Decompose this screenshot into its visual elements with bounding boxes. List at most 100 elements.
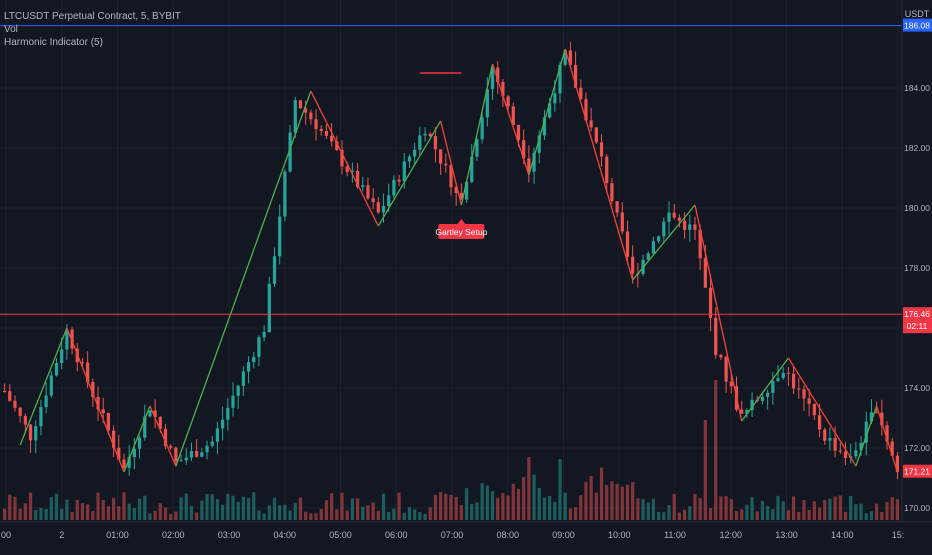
- candle-body: [127, 456, 131, 468]
- volume-bar: [527, 457, 531, 520]
- volume-bar: [158, 503, 162, 520]
- volume-bar: [594, 492, 598, 520]
- candle-body: [397, 179, 401, 182]
- volume-bar: [563, 492, 567, 520]
- candle-body: [262, 332, 266, 338]
- volume-bar: [75, 499, 79, 520]
- candle-body: [86, 362, 90, 383]
- volume-bar: [174, 511, 178, 520]
- volume-bar: [231, 495, 235, 520]
- candle-body: [771, 381, 775, 393]
- volume-bar: [392, 508, 396, 520]
- zigzag-segment: [310, 90, 379, 227]
- volume-bar: [490, 491, 495, 520]
- candle-body: [895, 455, 900, 473]
- candle-body: [60, 349, 64, 364]
- volume-bar: [615, 483, 619, 520]
- volume-bar: [439, 492, 443, 520]
- volume-bar: [101, 499, 105, 520]
- volume-bar: [485, 485, 489, 520]
- candle-body: [766, 392, 770, 397]
- candle-body: [470, 156, 474, 182]
- candle-body: [272, 256, 277, 284]
- candle-body: [2, 391, 7, 392]
- zigzag-segment: [149, 405, 177, 467]
- volume-bar: [677, 512, 682, 520]
- volume-bar: [797, 511, 801, 520]
- symbol-title[interactable]: LTCUSDT Perpetual Contract, 5, BYBIT: [4, 11, 181, 22]
- zigzag-segment: [491, 63, 530, 176]
- candle-body: [246, 362, 251, 372]
- candle-body: [501, 82, 505, 97]
- candle-body: [314, 119, 318, 130]
- volume-bar: [272, 497, 277, 520]
- volume-bar: [760, 500, 765, 520]
- time-tick-label: 15:: [892, 530, 905, 540]
- candle-body: [39, 407, 43, 427]
- harmonic-indicator-label[interactable]: Harmonic Indicator (5): [4, 37, 103, 48]
- candle-body: [132, 448, 136, 457]
- time-tick-label: 03:00: [218, 530, 241, 540]
- candle-body: [828, 437, 832, 441]
- volume-bar: [532, 474, 536, 520]
- volume-bar: [480, 483, 484, 520]
- candle-body: [688, 224, 692, 230]
- price-badge-label: 171.21: [904, 467, 930, 477]
- candle-body: [241, 371, 245, 386]
- volume-bar: [163, 507, 168, 520]
- volume-bar: [324, 500, 329, 520]
- volume-bar: [579, 495, 583, 520]
- volume-bar: [646, 502, 650, 520]
- volume-bar: [703, 420, 707, 520]
- volume-bar: [475, 502, 479, 520]
- volume-bar: [376, 510, 380, 520]
- candle-body: [366, 185, 370, 199]
- price-axis-panel[interactable]: [902, 0, 932, 522]
- candle-body: [843, 451, 848, 459]
- candle-body: [667, 212, 671, 222]
- candle-body: [28, 424, 33, 441]
- volume-bar: [506, 495, 510, 520]
- candle-body: [485, 89, 489, 118]
- candle-body: [527, 158, 531, 172]
- candle-body: [137, 437, 142, 449]
- candle-body: [231, 395, 235, 408]
- time-axis-panel[interactable]: [0, 522, 932, 550]
- grid: [0, 0, 902, 522]
- candle-body: [418, 135, 422, 150]
- volume-bar: [729, 499, 733, 520]
- zigzag-segment: [439, 120, 463, 206]
- candle-body: [791, 373, 796, 389]
- time-tick-label: 01:00: [106, 530, 129, 540]
- candle-body: [786, 372, 791, 374]
- candle-body: [293, 100, 297, 133]
- candle-body: [444, 163, 448, 166]
- candle-body: [802, 389, 806, 399]
- volume-bar: [724, 496, 728, 520]
- volume-bar: [854, 504, 858, 520]
- vol-indicator-label[interactable]: Vol: [4, 24, 18, 35]
- volume-bar: [657, 511, 661, 520]
- candle-body: [101, 409, 105, 414]
- candle-body: [335, 141, 339, 150]
- volume-bar: [558, 458, 562, 520]
- volume-bar: [516, 488, 521, 520]
- candle-body: [122, 459, 126, 468]
- volume-bar: [454, 496, 458, 520]
- candle-body: [464, 181, 469, 200]
- volume-bar: [179, 497, 183, 520]
- candle-body: [548, 103, 552, 118]
- candle-body: [698, 229, 702, 259]
- candle-body: [392, 179, 396, 196]
- candle-body: [740, 409, 744, 414]
- volume-bar: [449, 494, 453, 520]
- candle-body: [859, 442, 863, 451]
- candle-body: [80, 362, 85, 364]
- volume-bar: [838, 495, 842, 520]
- candle-body: [158, 416, 162, 429]
- volume-bar: [267, 505, 271, 520]
- price-tick-label: 174.00: [904, 383, 930, 393]
